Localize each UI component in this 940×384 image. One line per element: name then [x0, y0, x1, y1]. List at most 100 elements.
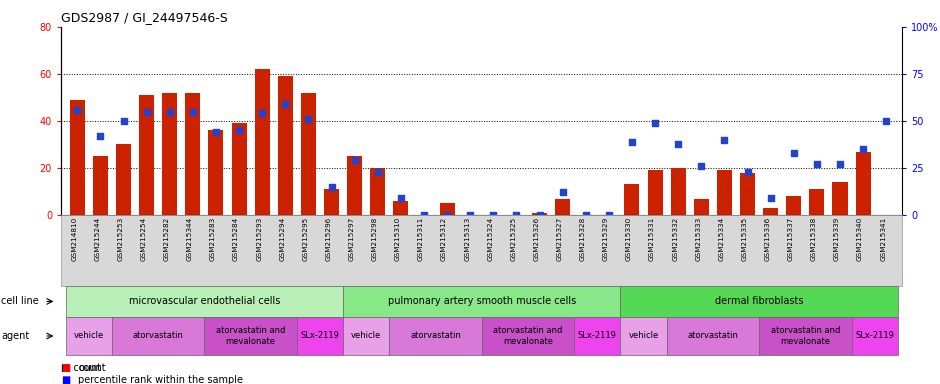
Text: count: count	[78, 363, 105, 373]
Bar	[393, 201, 408, 215]
Text: GDS2987 / GI_24497546-S: GDS2987 / GI_24497546-S	[61, 12, 227, 25]
Text: GSM215329: GSM215329	[603, 217, 609, 261]
Text: atorvastatin: atorvastatin	[410, 331, 461, 341]
Bar	[763, 208, 778, 215]
Text: microvascular endothelial cells: microvascular endothelial cells	[129, 296, 280, 306]
Text: GSM215312: GSM215312	[441, 217, 447, 261]
Text: GSM215254: GSM215254	[141, 217, 147, 261]
Text: agent: agent	[1, 331, 29, 341]
Point	[670, 141, 685, 147]
Text: GSM215298: GSM215298	[371, 217, 378, 261]
Text: GSM215294: GSM215294	[279, 217, 286, 261]
Point	[879, 118, 894, 124]
Text: GSM215313: GSM215313	[464, 217, 470, 261]
Point	[185, 109, 200, 115]
Bar	[370, 168, 385, 215]
Bar	[532, 213, 547, 215]
Point	[556, 189, 571, 195]
Text: GSM215325: GSM215325	[510, 217, 516, 261]
Text: GSM215339: GSM215339	[834, 217, 840, 261]
Text: SLx-2119: SLx-2119	[578, 331, 617, 341]
Bar	[440, 203, 455, 215]
Bar	[70, 100, 85, 215]
Text: GSM215295: GSM215295	[303, 217, 308, 261]
Point	[209, 129, 224, 135]
Point	[393, 195, 408, 201]
Text: GSM215341: GSM215341	[880, 217, 886, 261]
Bar	[717, 170, 732, 215]
Text: GSM215311: GSM215311	[418, 217, 424, 261]
Point	[163, 109, 178, 115]
Point	[116, 118, 131, 124]
Bar	[694, 199, 709, 215]
Bar	[833, 182, 848, 215]
Point	[740, 169, 755, 175]
Bar	[185, 93, 200, 215]
Bar	[93, 156, 108, 215]
Text: GSM215297: GSM215297	[349, 217, 354, 261]
Bar	[809, 189, 824, 215]
Text: atorvastatin: atorvastatin	[133, 331, 183, 341]
Text: vehicle: vehicle	[629, 331, 659, 341]
Bar	[209, 131, 224, 215]
Bar	[255, 69, 270, 215]
Text: GSM215331: GSM215331	[650, 217, 655, 261]
Text: atorvastatin: atorvastatin	[687, 331, 738, 341]
Text: GSM215253: GSM215253	[118, 217, 123, 261]
Point	[763, 195, 778, 201]
Text: GSM215337: GSM215337	[788, 217, 793, 261]
Text: ■ count: ■ count	[61, 363, 102, 373]
Point	[486, 212, 501, 218]
Text: vehicle: vehicle	[351, 331, 382, 341]
Bar	[324, 189, 339, 215]
Point	[509, 212, 524, 218]
Text: GSM215282: GSM215282	[164, 217, 170, 261]
Text: SLx-2119: SLx-2119	[301, 331, 339, 341]
Point	[717, 137, 732, 143]
Text: percentile rank within the sample: percentile rank within the sample	[78, 375, 243, 384]
Point	[462, 212, 478, 218]
Bar	[278, 76, 292, 215]
Point	[532, 212, 547, 218]
Bar	[786, 196, 801, 215]
Bar	[648, 170, 663, 215]
Text: GSM215336: GSM215336	[764, 217, 771, 261]
Text: GSM215344: GSM215344	[187, 217, 193, 261]
Text: GSM215284: GSM215284	[233, 217, 239, 261]
Point	[231, 127, 246, 134]
Text: GSM215327: GSM215327	[556, 217, 563, 261]
Point	[578, 212, 593, 218]
Text: GSM215330: GSM215330	[626, 217, 632, 261]
Text: atorvastatin and
mevalonate: atorvastatin and mevalonate	[216, 326, 286, 346]
Point	[70, 107, 85, 113]
Text: GSM215338: GSM215338	[811, 217, 817, 261]
Point	[370, 169, 385, 175]
Text: ■: ■	[61, 363, 70, 373]
Bar	[740, 173, 755, 215]
Text: cell line: cell line	[1, 296, 39, 306]
Point	[602, 212, 617, 218]
Text: GSM215328: GSM215328	[580, 217, 586, 261]
Point	[278, 101, 293, 107]
Point	[93, 133, 108, 139]
Text: GSM215340: GSM215340	[857, 217, 863, 261]
Point	[416, 212, 431, 218]
Point	[833, 161, 848, 167]
Text: GSM214810: GSM214810	[71, 217, 77, 261]
Text: GSM215334: GSM215334	[718, 217, 725, 261]
Text: GSM215333: GSM215333	[696, 217, 701, 261]
Bar	[556, 199, 571, 215]
Point	[809, 161, 824, 167]
Text: GSM215296: GSM215296	[325, 217, 332, 261]
Bar	[139, 95, 154, 215]
Text: GSM215244: GSM215244	[94, 217, 101, 261]
Bar	[116, 144, 131, 215]
Point	[301, 116, 316, 122]
Bar	[231, 123, 246, 215]
Point	[648, 120, 663, 126]
Text: GSM215283: GSM215283	[210, 217, 216, 261]
Point	[694, 163, 709, 169]
Text: vehicle: vehicle	[73, 331, 104, 341]
Text: GSM215310: GSM215310	[395, 217, 400, 261]
Bar	[163, 93, 178, 215]
